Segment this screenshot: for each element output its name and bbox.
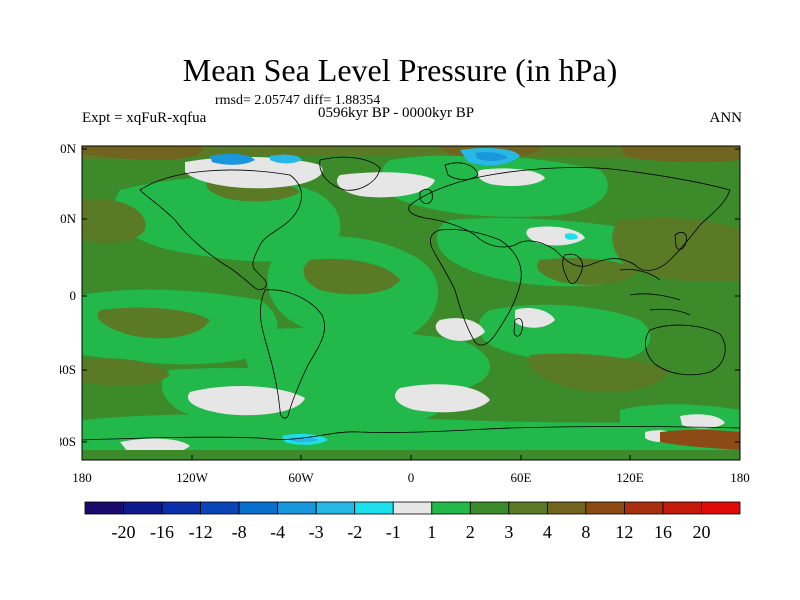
colorbar-box <box>546 501 587 515</box>
lat-label-40s: 40S <box>60 362 76 377</box>
contour-field <box>82 146 740 460</box>
colorbar-box <box>200 501 240 515</box>
experiment-label: Expt = xqFuR-xqfua <box>82 110 207 126</box>
colorbar-box <box>392 501 433 515</box>
colorbar-label: 2 <box>466 522 475 542</box>
colorbar-label: 12 <box>615 522 633 542</box>
colorbar-label: -12 <box>189 522 213 542</box>
lat-label-0: 0 <box>70 288 77 303</box>
lon-label-60w: 60W <box>288 470 314 485</box>
colorbar: -20 -16 -12 -8 -4 -3 -2 -1 1 2 3 4 8 12 16 20 <box>84 501 741 542</box>
lon-label-120e: 120E <box>616 470 644 485</box>
colorbar-label: 20 <box>692 522 710 542</box>
colorbar-box <box>161 501 201 515</box>
class-8-12-region <box>660 429 740 450</box>
colorbar-box <box>431 501 471 515</box>
colorbar-box <box>354 501 394 515</box>
period-label: 0596kyr BP - 0000kyr BP <box>318 105 475 121</box>
colorbar-label: -4 <box>270 522 285 542</box>
colorbar-label: 4 <box>543 522 552 542</box>
colorbar-label: 16 <box>654 522 672 542</box>
lon-label-180w: 180 <box>72 470 92 485</box>
lon-label-180e: 180 <box>730 470 750 485</box>
lon-label-0: 0 <box>408 470 415 485</box>
colorbar-label: 3 <box>504 522 513 542</box>
lon-label-120w: 120W <box>176 470 209 485</box>
season-label: ANN <box>709 110 743 126</box>
colorbar-label: 1 <box>427 522 436 542</box>
class-neg1-1-regions <box>120 156 725 455</box>
lat-label-80n: 80N <box>60 141 77 156</box>
class-3-4-regions <box>82 146 740 392</box>
colorbar-label: -1 <box>386 522 401 542</box>
colorbar-box <box>84 501 124 515</box>
lon-label-60e: 60E <box>511 470 532 485</box>
colorbar-label: -3 <box>309 522 324 542</box>
colorbar-box <box>277 501 317 515</box>
colorbar-box <box>238 501 279 515</box>
colorbar-label: -2 <box>347 522 362 542</box>
lat-label-40n: 40N <box>60 211 77 226</box>
colorbar-label: 8 <box>581 522 590 542</box>
longitude-axis: 180 120W 60W 0 60E 120E 180 <box>72 455 750 485</box>
lat-label-80s: 80S <box>60 434 76 449</box>
colorbar-boxes <box>84 501 741 515</box>
colorbar-label: -8 <box>232 522 247 542</box>
colorbar-box <box>585 501 625 515</box>
colorbar-label: -16 <box>150 522 174 542</box>
colorbar-box <box>701 501 741 515</box>
class-1-2-regions <box>82 154 740 460</box>
colorbar-labels: -20 -16 -12 -8 -4 -3 -2 -1 1 2 3 4 8 12 16 20 <box>112 522 711 542</box>
colorbar-box <box>508 501 548 515</box>
pressure-map: 80N 40N 0 40S 80S 180 120W 60W 0 60E 120… <box>60 141 750 485</box>
latitude-axis: 80N 40N 0 40S 80S <box>60 141 740 449</box>
colorbar-box <box>123 501 163 515</box>
colorbar-label: -20 <box>112 522 136 542</box>
rmsd-diff-stats: rmsd= 2.05747 diff= 1.88354 <box>215 93 381 108</box>
colorbar-box <box>469 501 510 515</box>
colorbar-box <box>662 501 702 515</box>
map-title: Mean Sea Level Pressure (in hPa) <box>182 52 618 88</box>
coastlines <box>81 156 741 441</box>
negative-anomaly-regions <box>210 148 578 445</box>
colorbar-box <box>315 501 356 515</box>
colorbar-box <box>624 501 664 515</box>
